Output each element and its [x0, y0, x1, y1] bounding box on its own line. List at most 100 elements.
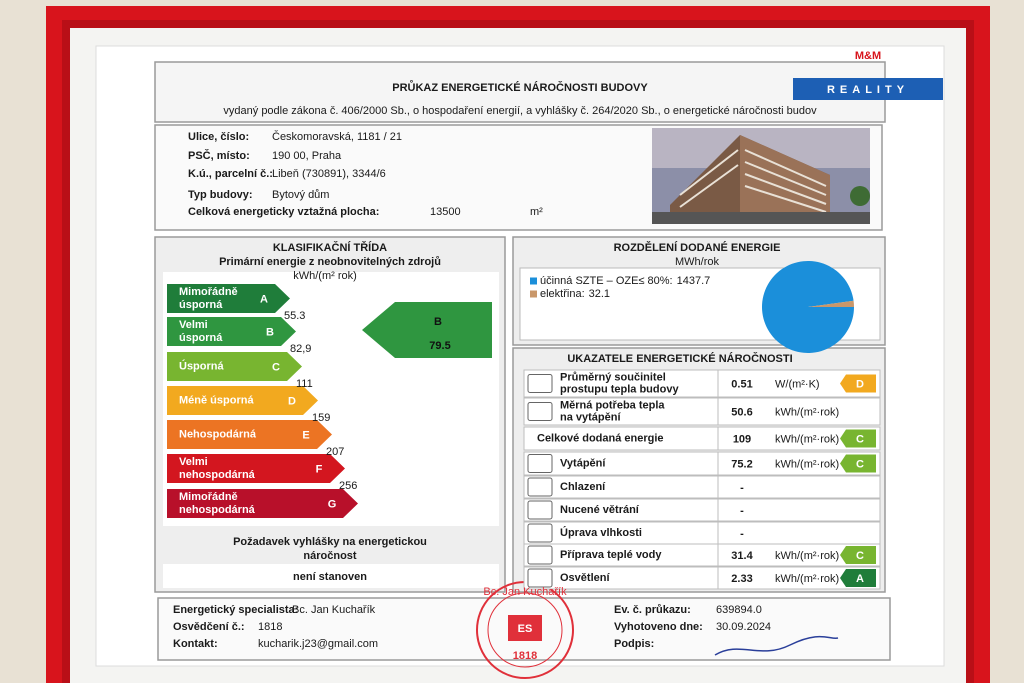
- indicator-label: Úprava vlhkosti: [560, 526, 642, 539]
- building-value: Bytový dům: [272, 189, 329, 201]
- distribution-title: ROZDĚLENÍ DODANÉ ENERGIE: [614, 241, 781, 254]
- class-threshold: 82,9: [290, 343, 311, 355]
- legend-name: účinná SZTE – OZE≤ 80%:: [540, 275, 673, 287]
- logo-brand: M&M: [855, 50, 881, 62]
- indicator-icon: [527, 402, 553, 421]
- indicator-unit: kWh/(m²·rok): [775, 458, 839, 470]
- logo-band: [793, 78, 943, 100]
- indicator-class-badge: [840, 569, 876, 587]
- footer-label: Kontakt:: [173, 638, 218, 650]
- pie-slice: [808, 300, 854, 307]
- class-arrow: [167, 489, 358, 518]
- legend-entry: účinná SZTE – OZE≤ 80%: 1437.7: [540, 275, 710, 287]
- document-subtitle: vydaný podle zákona č. 406/2000 Sb., o h…: [223, 105, 817, 117]
- rating-value: 79.5: [429, 340, 450, 352]
- building-label: PSČ, místo:: [188, 149, 250, 162]
- legend-value: 1437.7: [677, 275, 711, 287]
- indicator-value: -: [740, 482, 744, 494]
- indicator-icon: [527, 545, 553, 565]
- indicator-value: 0.51: [731, 378, 752, 390]
- building-label: Celková energeticky vztažná plocha:: [188, 206, 379, 218]
- stamp-number: 1818: [513, 650, 537, 662]
- class-threshold: 207: [326, 446, 344, 458]
- indicator-value: -: [740, 528, 744, 540]
- indicator-label: Nucené větrání: [560, 504, 640, 516]
- footer-value: 639894.0: [716, 604, 762, 616]
- class-letter: D: [288, 395, 296, 407]
- indicator-unit: kWh/(m²·rok): [775, 550, 839, 562]
- indicator-unit: W/(m²·K): [775, 378, 820, 390]
- indicator-unit: kWh/(m²·rok): [775, 406, 839, 418]
- class-arrow: [167, 317, 296, 346]
- class-letter: B: [266, 326, 274, 338]
- indicator-row: [523, 475, 881, 499]
- stamp-name: Bc. Jan Kuchařík: [483, 586, 567, 598]
- indicator-label: Celkové dodaná energie: [537, 432, 664, 444]
- legend-name: elektřina:: [540, 288, 585, 300]
- building-value: Libeň (730891), 3344/6: [272, 168, 386, 180]
- class-letter: F: [316, 463, 323, 475]
- indicator-value: 50.6: [731, 406, 752, 418]
- indicator-label: Průměrný součinitel: [560, 371, 666, 383]
- indicator-label: Vytápění: [560, 457, 606, 469]
- stamp-mark: ES: [518, 623, 533, 635]
- indicator-icon: [527, 500, 553, 520]
- indicator-unit: kWh/(m²·rok): [775, 573, 839, 585]
- indicator-unit: kWh/(m²·rok): [775, 433, 839, 445]
- indicator-row: [523, 426, 881, 451]
- building-unit: m²: [530, 206, 543, 218]
- indicator-label: Osvětlení: [560, 572, 610, 584]
- indicator-icon: [527, 454, 553, 473]
- indicator-class: D: [856, 378, 864, 390]
- indicator-label: prostupu tepla budovy: [560, 383, 679, 395]
- footer-label: Energetický specialista:: [173, 604, 298, 616]
- indicator-class-badge: [840, 454, 876, 473]
- indicator-label: Měrná potřeba tepla: [560, 399, 665, 411]
- indicator-label: na vytápění: [560, 411, 621, 423]
- class-label: Úsporná: [179, 359, 225, 372]
- building-value: 13500: [430, 206, 461, 218]
- indicator-label: Chlazení: [560, 481, 606, 493]
- class-threshold: 256: [339, 480, 357, 492]
- indicator-value: -: [740, 505, 744, 517]
- building-value: Českomoravská, 1181 / 21: [272, 130, 402, 143]
- footer-value: 1818: [258, 621, 282, 633]
- legend-value: 32.1: [589, 288, 610, 300]
- indicator-class: C: [856, 550, 864, 562]
- class-threshold: 111: [296, 378, 313, 390]
- class-arrow: [167, 284, 290, 313]
- indicator-class-badge: [840, 546, 876, 564]
- classification-title: KLASIFIKAČNÍ TŘÍDA: [273, 241, 387, 254]
- building-label: K.ú., parcelní č.:: [188, 168, 273, 180]
- indicators-title: UKAZATELE ENERGETICKÉ NÁROČNOSTI: [567, 352, 792, 365]
- legend-entry: elektřina: 32.1: [540, 288, 610, 300]
- logo-tagline: REALITY: [827, 84, 909, 96]
- title-box: [154, 61, 886, 123]
- requirement-value-box: [163, 564, 499, 588]
- building-photo: [652, 128, 870, 224]
- footer-label: Podpis:: [614, 638, 654, 650]
- footer-value: 30.09.2024: [716, 621, 771, 633]
- footer-value: Bc. Jan Kuchařík: [292, 604, 376, 616]
- classification-subtitle: Primární energie z neobnovitelných zdroj…: [219, 256, 441, 268]
- indicator-row: [523, 498, 881, 522]
- footer-value: kucharik.j23@gmail.com: [258, 638, 378, 650]
- footer-label: Osvědčení č.:: [173, 621, 245, 633]
- class-label: Mimořádně: [179, 491, 238, 503]
- indicator-row: [523, 451, 881, 476]
- signature: [714, 635, 839, 656]
- building-label: Ulice, číslo:: [188, 131, 249, 143]
- building-label: Typ budovy:: [188, 189, 253, 201]
- class-label: Mimořádně: [179, 286, 238, 298]
- class-label: úsporná: [179, 332, 223, 344]
- indicator-value: 109: [733, 433, 751, 445]
- indicator-class: A: [856, 573, 864, 585]
- indicator-value: 75.2: [731, 458, 752, 470]
- class-letter: E: [302, 429, 309, 441]
- class-arrow: [167, 386, 318, 415]
- indicator-icon: [527, 477, 553, 497]
- legend-swatch: [530, 277, 537, 285]
- requirement-value: není stanoven: [293, 571, 367, 583]
